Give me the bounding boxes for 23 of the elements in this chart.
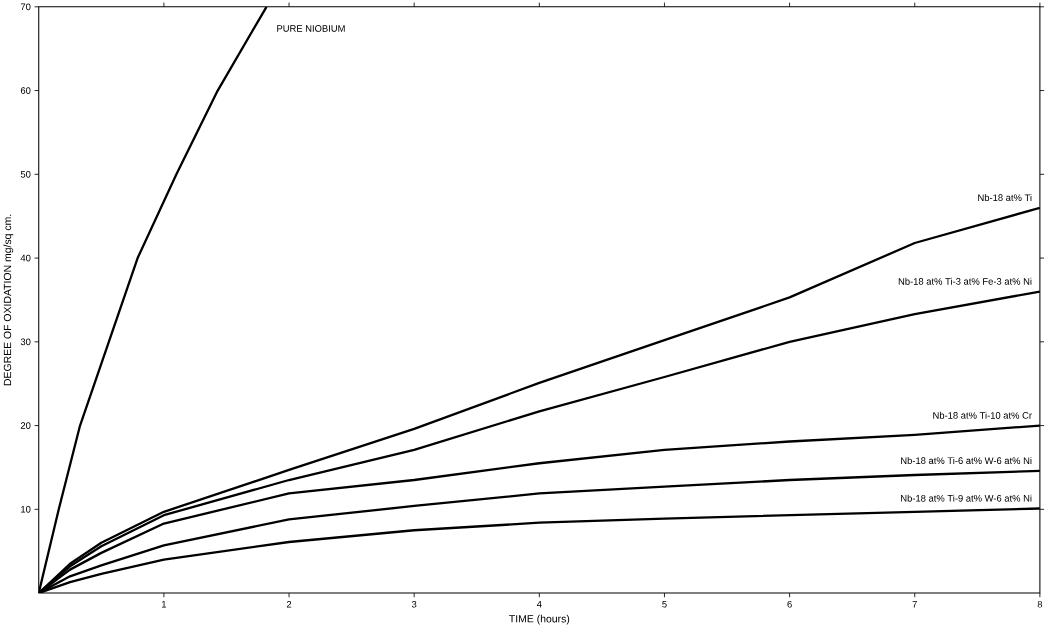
y-tick-label: 70 (20, 3, 31, 11)
x-tick-label: 5 (662, 600, 667, 608)
x-tick-label: 3 (411, 600, 417, 608)
series-label: Nb-18 at% Ti-6 at% W-6 at% Ni (901, 457, 1032, 464)
y-tick-label: 30 (20, 338, 31, 346)
y-tick-label: 40 (20, 254, 31, 262)
x-tick-label: 4 (536, 600, 542, 608)
x-tick-label: 2 (286, 600, 292, 608)
y-tick-label: 20 (20, 422, 31, 429)
x-tick-label: 6 (787, 600, 792, 608)
y-tick-label: 50 (20, 170, 31, 178)
x-tick-label: 1 (161, 600, 167, 608)
x-axis-title: TIME (hours) (509, 614, 570, 625)
series-label: Nb-18 at% Ti-3 at% Fe-3 at% Ni (898, 277, 1032, 285)
y-tick-label: 60 (20, 87, 31, 94)
series-label: Nb-18 at% Ti-10 at% Cr (933, 411, 1032, 419)
y-tick-label: 10 (21, 505, 31, 513)
series-label: Nb-18 at% Ti (978, 194, 1032, 201)
y-axis-title: DEGREE OF OXIDATION mg/sq cm. (3, 214, 14, 386)
series-label: Nb-18 at% Ti-9 at% W-6 at% Ni (901, 494, 1032, 502)
x-tick-label: 8 (1037, 600, 1043, 608)
x-tick-label: 7 (912, 600, 917, 608)
series-label: PURE NIOBIUM (277, 25, 345, 32)
